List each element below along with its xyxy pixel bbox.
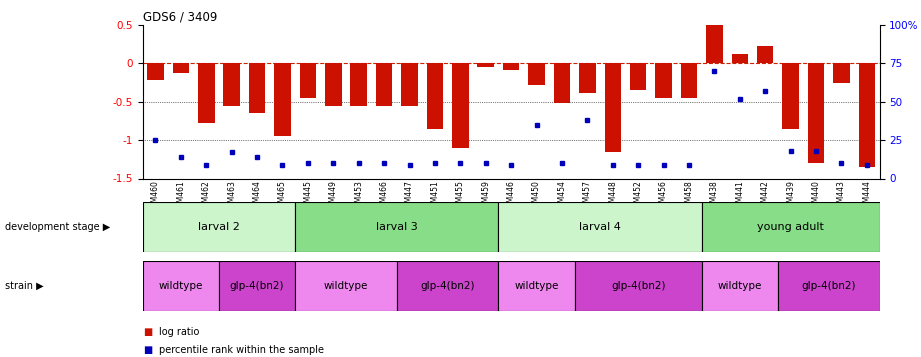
Text: glp-4(bn2): glp-4(bn2) [230,281,285,291]
Bar [778,261,880,311]
Bar [656,64,671,98]
Bar [681,64,697,98]
Text: development stage ▶: development stage ▶ [5,222,110,232]
Bar [249,64,265,113]
Bar [426,64,443,129]
Text: young adult: young adult [757,222,824,232]
Text: wildtype: wildtype [324,281,368,291]
Text: GDS6 / 3409: GDS6 / 3409 [143,11,217,24]
Bar [147,64,164,80]
Bar [604,64,621,152]
Bar [702,261,778,311]
Bar [402,64,418,106]
Bar [731,54,748,64]
Text: strain ▶: strain ▶ [5,281,43,291]
Bar [808,64,824,163]
Bar [477,64,494,67]
Bar [143,202,296,252]
Text: wildtype: wildtype [158,281,203,291]
Bar [575,261,702,311]
Bar [498,261,575,311]
Bar [143,261,219,311]
Bar [351,64,367,106]
Text: log ratio: log ratio [159,327,200,337]
Bar [397,261,498,311]
Bar [782,64,799,129]
Text: ■: ■ [143,345,152,355]
Text: wildtype: wildtype [514,281,559,291]
Text: larval 4: larval 4 [579,222,621,232]
Bar [296,202,498,252]
Bar [702,202,880,252]
Bar [376,64,392,106]
Bar [503,64,519,70]
Bar [834,64,850,82]
Text: glp-4(bn2): glp-4(bn2) [420,281,475,291]
Bar [452,64,469,148]
Bar [554,64,570,103]
Text: wildtype: wildtype [717,281,762,291]
Text: glp-4(bn2): glp-4(bn2) [801,281,856,291]
Bar [274,64,291,136]
Bar [579,64,596,92]
Bar [224,64,240,106]
Text: percentile rank within the sample: percentile rank within the sample [159,345,324,355]
Bar [630,64,647,90]
Bar [219,261,296,311]
Bar [858,64,875,167]
Bar [529,64,545,85]
Bar [757,46,774,64]
Bar [325,64,342,106]
Bar [296,261,397,311]
Bar [706,24,723,64]
Text: glp-4(bn2): glp-4(bn2) [611,281,666,291]
Text: ■: ■ [143,327,152,337]
Bar [299,64,316,98]
Bar [198,64,215,123]
Bar [498,202,702,252]
Bar [172,64,189,72]
Text: larval 3: larval 3 [376,222,418,232]
Text: larval 2: larval 2 [198,222,239,232]
